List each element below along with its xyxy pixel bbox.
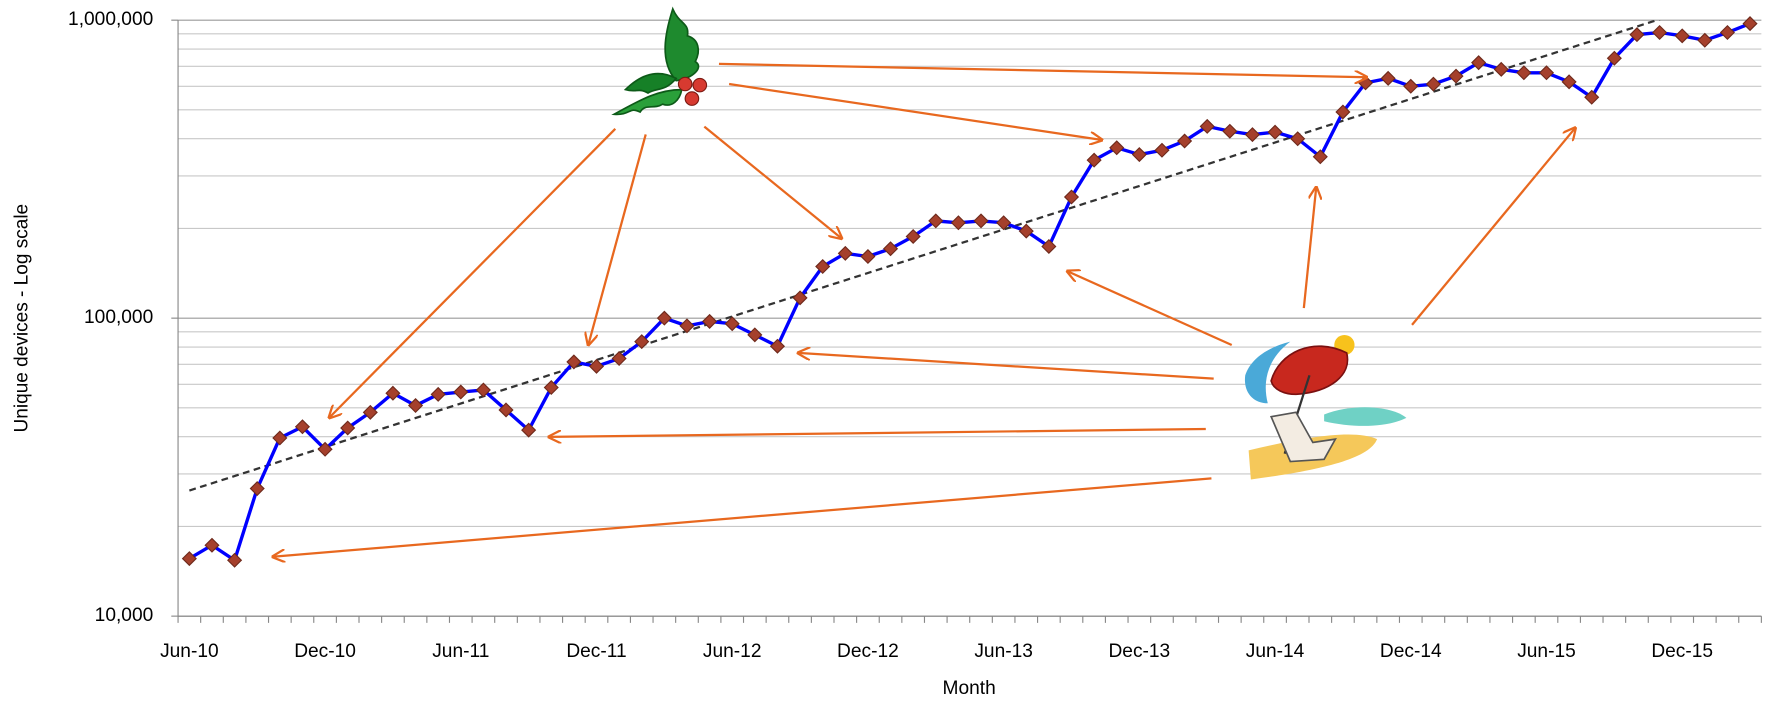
y-tick-label: 1,000,000 [68,9,153,30]
x-tick-label: Dec-14 [1380,641,1442,662]
data-point [1743,17,1757,30]
data-point [861,250,875,263]
data-point [1494,63,1508,76]
x-tick-label: Dec-13 [1108,641,1170,662]
data-point [974,214,988,227]
data-point [431,388,445,401]
x-tick-label: Dec-11 [566,641,626,662]
x-axis-title: Month [943,678,996,699]
data-point [1653,26,1667,39]
data-point [273,431,287,444]
annotation-arrows [273,64,1576,557]
data-point [1246,128,1260,141]
y-tick-label: 10,000 [95,605,154,626]
x-tick-label: Jun-14 [1246,641,1305,662]
x-tick-label: Dec-12 [837,641,899,662]
chart: Unique devices - Log scale Month 10,000 1… [0,0,1767,708]
data-point [771,340,785,353]
data-point [1268,125,1282,138]
data-point [884,242,898,255]
data-point [1223,124,1237,137]
data-point [952,216,966,229]
x-tick-label: Jun-11 [432,641,489,662]
x-tick-label: Dec-15 [1651,641,1713,662]
data-point [409,399,423,412]
series-line [189,24,1750,561]
data-point [1133,148,1147,161]
page: {"chart_data": { "type": "line", "y_labe… [0,0,1767,708]
data-point [454,385,468,398]
data-point [1381,72,1395,85]
data-point [1517,66,1531,79]
y-tick-label: 100,000 [84,307,153,328]
x-tick-label: Jun-12 [703,641,762,662]
data-point [680,319,694,332]
data-point [1427,77,1441,90]
data-point [1698,34,1712,47]
data-point [1404,80,1418,93]
holly-icon [614,9,706,114]
data-point [1540,66,1554,79]
x-tick-label: Jun-10 [160,641,219,662]
data-point [1155,144,1169,157]
x-tick-label: Dec-10 [294,641,356,662]
data-point [1110,141,1124,154]
x-tick-label: Jun-13 [974,641,1033,662]
data-point [1721,26,1735,39]
data-point [1675,29,1689,42]
trendline [189,0,1750,491]
data-point [250,482,264,495]
grid [178,20,1761,616]
x-tick-label: Jun-15 [1517,641,1576,662]
y-axis-title: Unique devices - Log scale [12,204,33,433]
beach-icon [1245,335,1406,480]
data-point [748,328,762,341]
